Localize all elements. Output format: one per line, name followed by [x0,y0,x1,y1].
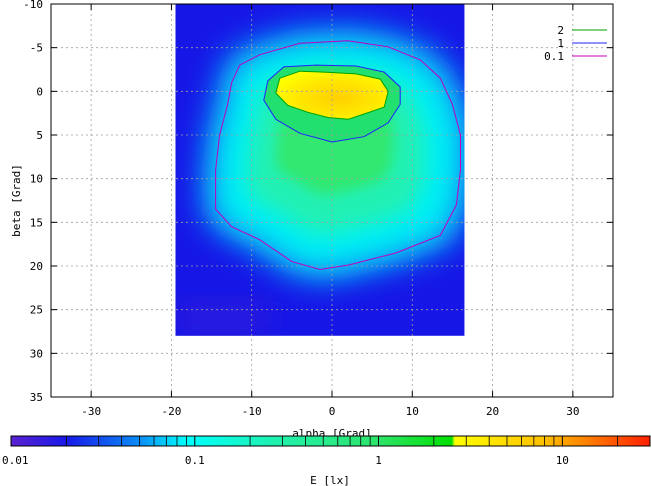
colorbar-tick-label: 0.01 [2,454,29,467]
y-tick-label: 0 [36,85,43,98]
heatmap-low-region [175,300,268,336]
contour-line-2 [275,70,389,120]
contour-line-1 [263,64,401,143]
y-axis-label: beta [Grad] [10,164,23,237]
colorbar-tick-label: 10 [556,454,569,467]
x-tick-label: -30 [81,405,101,418]
y-tick-label: -10 [23,0,43,11]
legend: 210.1 [544,24,607,63]
contour-line-0-1 [215,40,461,271]
x-tick-label: 0 [329,405,336,418]
legend-label: 2 [557,24,564,37]
y-tick-label: 30 [30,347,43,360]
x-tick-label: 20 [486,405,499,418]
colorbar-tick-label: 0.1 [185,454,205,467]
y-tick-label: 5 [36,129,43,142]
colorbar: 0.01 0.1 1 10 [2,435,651,467]
y-tick-label: 20 [30,260,43,273]
y-tick-label: 15 [30,216,43,229]
y-tick-label: -5 [30,42,43,55]
y-axis-ticks: -10 -5 0 5 10 15 20 25 30 35 [23,0,613,404]
legend-label: 1 [557,37,564,50]
x-tick-label: -20 [161,405,181,418]
x-tick-label: 30 [566,405,579,418]
y-tick-label: 10 [30,173,43,186]
grid-lines [51,4,613,397]
x-tick-label: -10 [242,405,262,418]
legend-label: 0.1 [544,50,564,63]
x-tick-label: 10 [406,405,419,418]
heatmap-field [175,4,465,336]
y-tick-label: 35 [30,391,43,404]
y-tick-label: 25 [30,304,43,317]
contour-lines [215,40,461,271]
x-axis-ticks: -30 -20 -10 0 10 20 30 [81,4,579,418]
colorbar-tick-label: 1 [375,454,382,467]
colorbar-label: E [lx] [310,474,350,486]
